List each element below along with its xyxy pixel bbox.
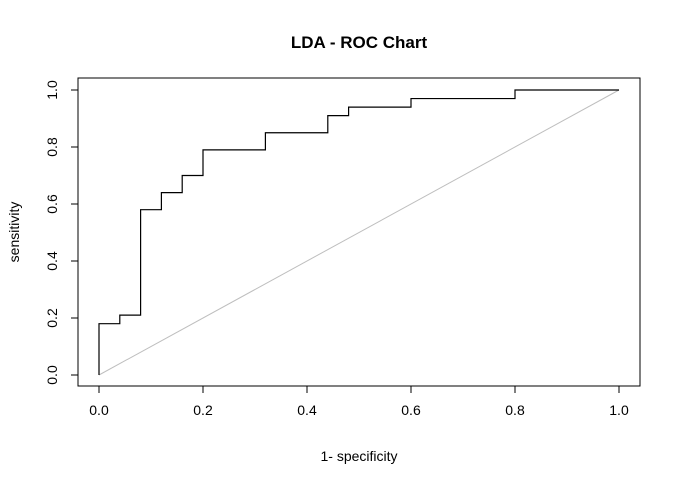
- y-tick-label: 0.0: [44, 365, 60, 385]
- y-tick-label: 0.8: [44, 137, 60, 157]
- x-tick-label: 0.0: [89, 402, 109, 418]
- x-tick-label: 0.4: [297, 402, 317, 418]
- roc-curve-line: [98, 89, 619, 375]
- chart-title: LDA - ROC Chart: [291, 33, 428, 52]
- reference-diagonal-line: [98, 89, 620, 376]
- x-axis-label: 1- specificity: [320, 448, 397, 464]
- x-tick-label: 1.0: [609, 402, 629, 418]
- y-tick-label: 0.6: [44, 194, 60, 214]
- x-axis: 0.0 0.2 0.4 0.6 0.8 1.0: [89, 385, 629, 418]
- y-axis: 0.0 0.2 0.4 0.6 0.8 1.0: [44, 80, 79, 385]
- x-tick-label: 0.6: [401, 402, 421, 418]
- y-tick-label: 1.0: [44, 80, 60, 100]
- y-axis-label: sensitivity: [6, 202, 22, 263]
- y-tick-label: 0.4: [44, 251, 60, 271]
- x-tick-label: 0.8: [505, 402, 525, 418]
- series-layer: [98, 89, 620, 376]
- y-tick-label: 0.2: [44, 308, 60, 328]
- x-tick-label: 0.2: [193, 402, 213, 418]
